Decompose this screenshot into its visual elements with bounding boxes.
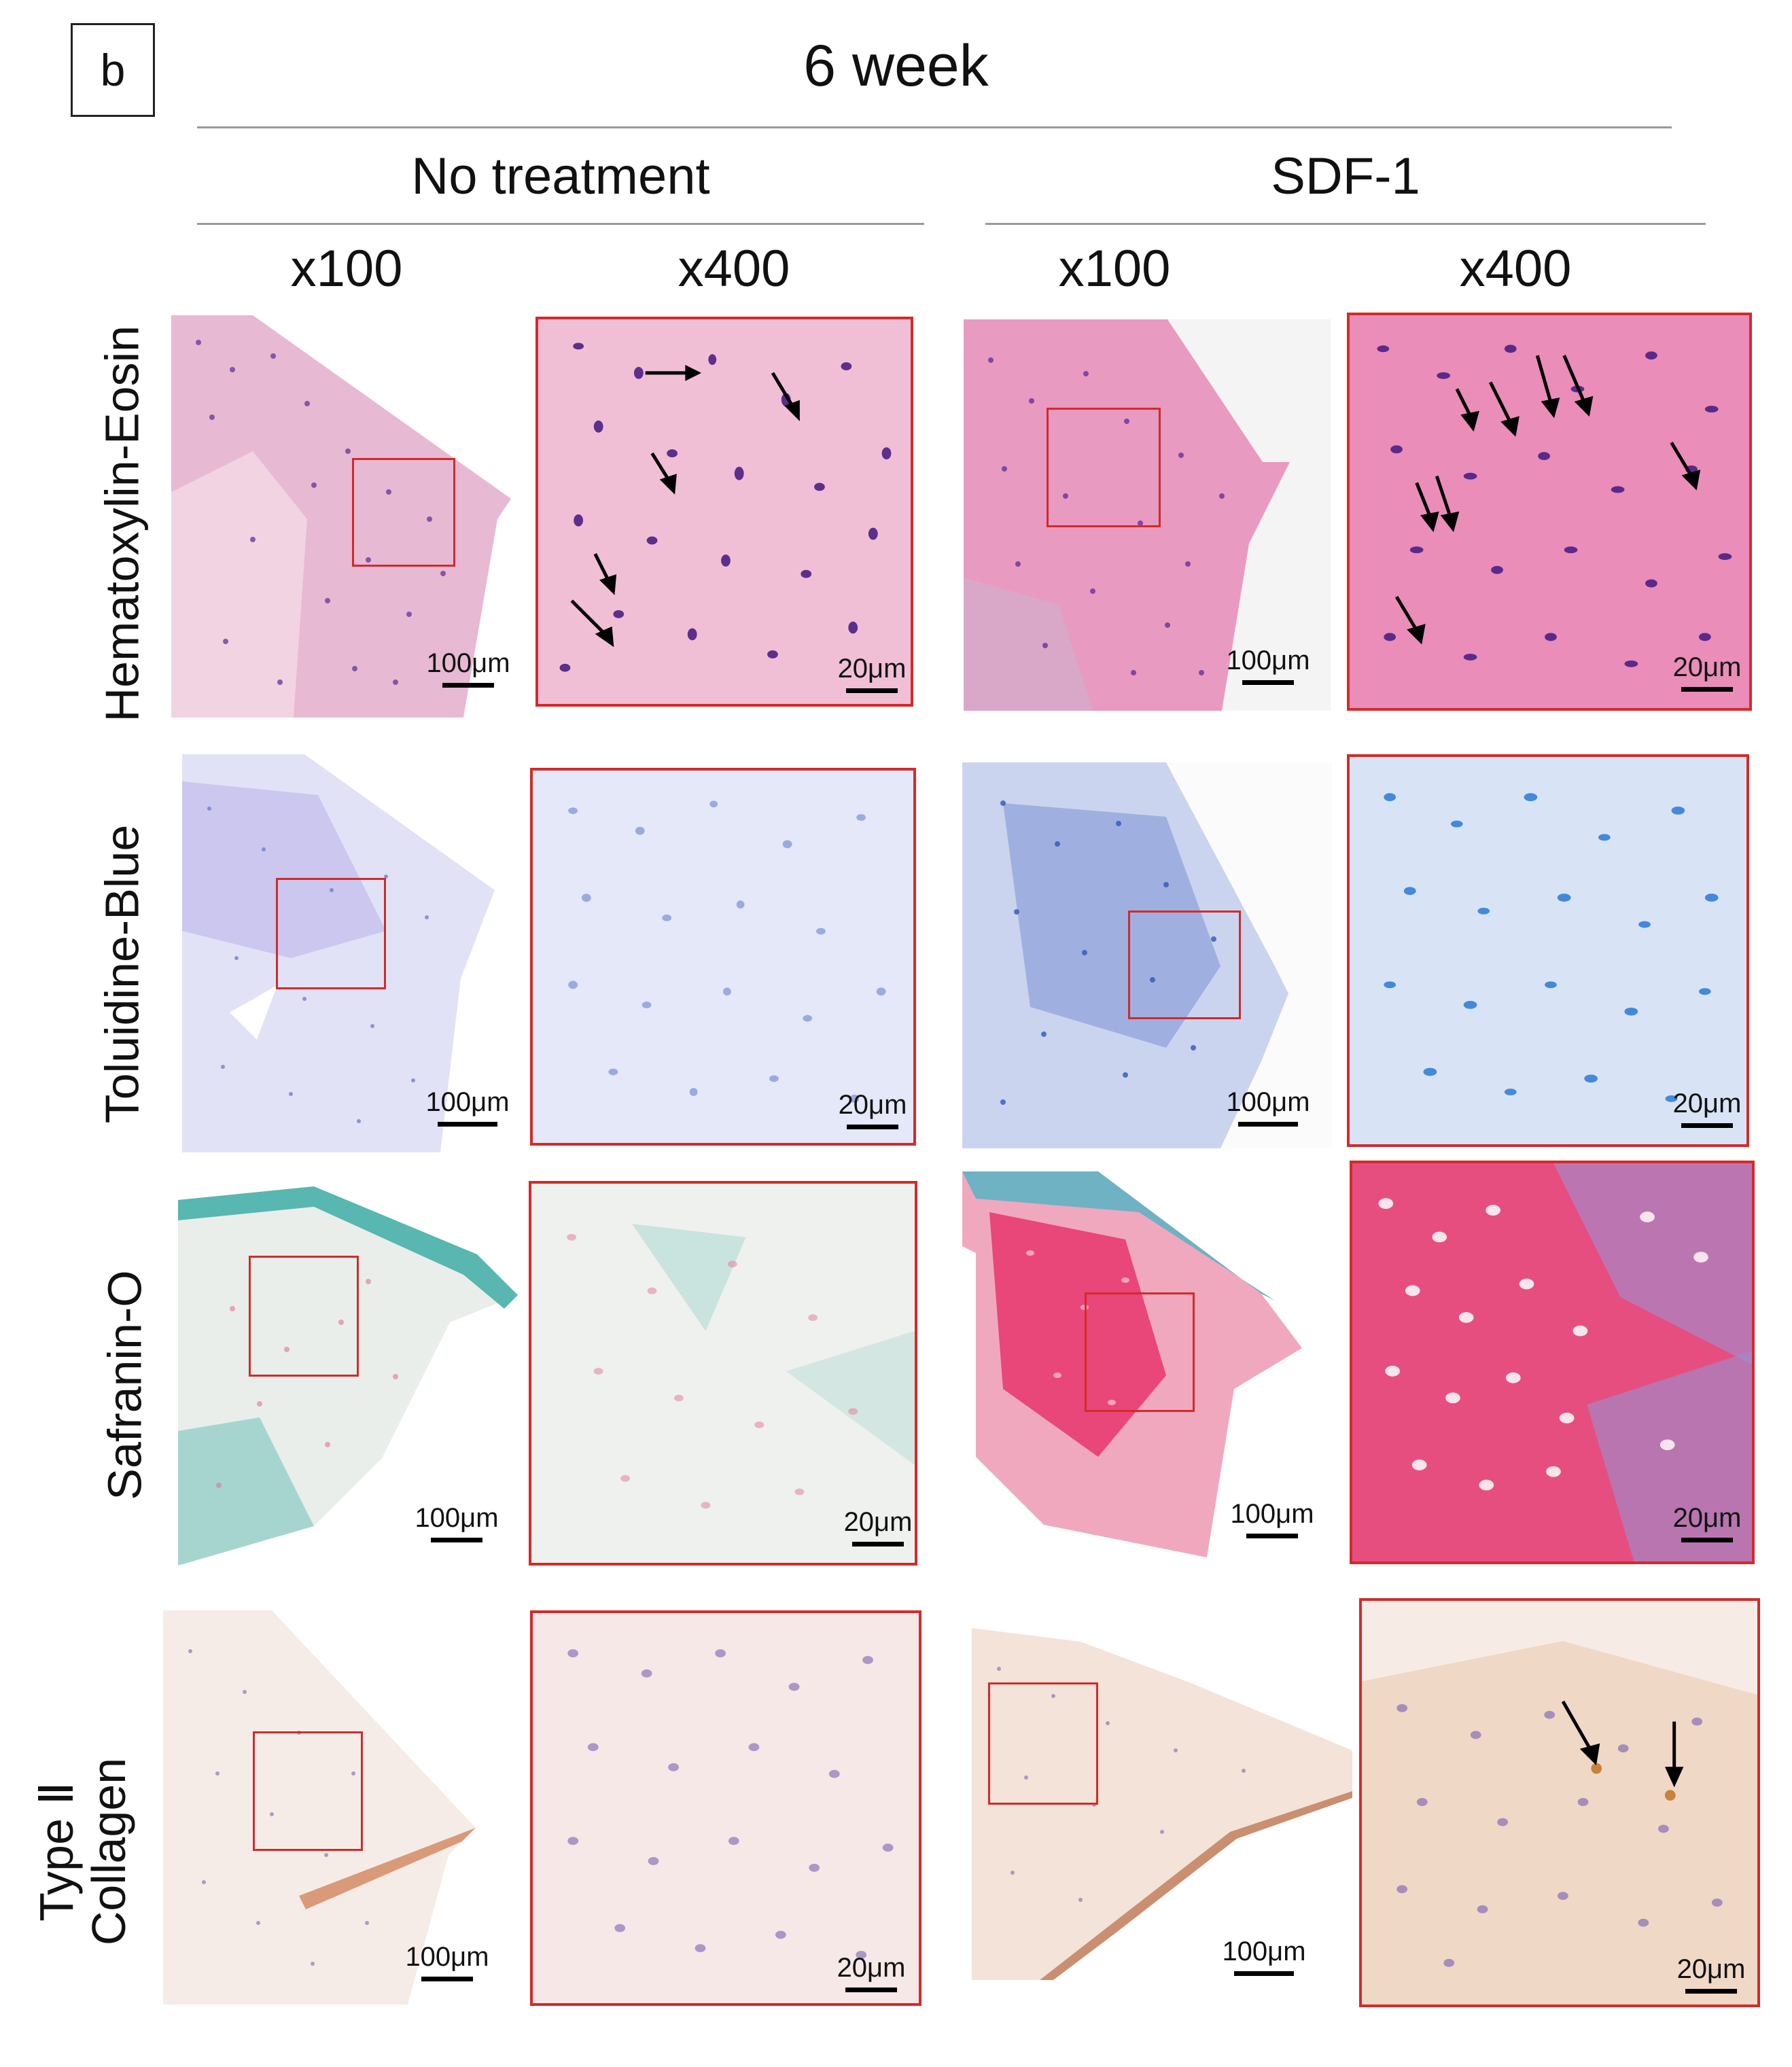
roi-box [253, 1731, 363, 1851]
scale-bar: 20μm [1664, 1954, 1757, 1994]
group-divider-no-treatment [197, 223, 924, 225]
group-divider-sdf1 [985, 223, 1706, 225]
scale-bar-label: 20μm [837, 1953, 906, 1983]
micrograph-tb-sdf-x100: 100μm [962, 762, 1332, 1148]
scale-bar-label: 100μm [425, 1087, 510, 1117]
row-label-tb: Toluidine-Blue [95, 824, 149, 1124]
row-label-col2-line2: Collagen [82, 1757, 135, 1946]
group-label-sdf1: SDF-1 [1271, 147, 1420, 205]
scale-bar: 20μm [1659, 652, 1749, 692]
scale-bar-label: 100μm [1226, 1087, 1310, 1117]
scale-bar: 100μm [400, 1942, 495, 1981]
scale-bar: 100μm [1225, 1499, 1320, 1538]
mag-label-sdf-x400: x400 [1459, 240, 1572, 298]
scale-bar-label: 100μm [426, 648, 510, 678]
scale-bar-label: 20μm [1672, 1089, 1742, 1118]
scale-bar: 100μm [1220, 1087, 1316, 1127]
mag-label-sdf-x100: x100 [1058, 240, 1171, 298]
row-label-col2-line1: Type Ⅱ [30, 1782, 83, 1922]
scale-bar-label: 100μm [415, 1503, 499, 1533]
scale-bar: 20μm [830, 1507, 915, 1547]
scale-bar-label: 20μm [838, 1090, 907, 1120]
micrograph-tb-sdf-x400: 20μm [1347, 754, 1749, 1147]
scale-bar: 20μm [825, 1090, 913, 1129]
roi-box [1085, 1292, 1195, 1412]
scale-bar: 20μm [1659, 1503, 1752, 1542]
micrograph-so-nt-x400: 20μm [529, 1181, 917, 1566]
micrograph-so-nt-x100: 100μm [178, 1173, 523, 1566]
scale-bar-label: 20μm [843, 1507, 913, 1537]
roi-box [352, 458, 455, 567]
row-label-he: Hematoxylin-Eosin [95, 325, 149, 722]
scale-bar: 100μm [1216, 1937, 1312, 1976]
scale-bar-label: 100μm [1226, 646, 1310, 675]
micrograph-he-nt-x400: 20μm [535, 317, 913, 707]
mag-label-nt-x100: x100 [290, 240, 403, 298]
scale-bar-label: 100μm [1230, 1499, 1314, 1529]
micrograph-col-sdf-x400: 20μm [1359, 1598, 1760, 2007]
micrograph-he-sdf-x400: 20μm [1347, 313, 1752, 711]
scale-bar: 100μm [420, 1087, 515, 1127]
micrograph-col-nt-x100: 100μm [163, 1610, 497, 2004]
scale-bar-label: 20μm [1676, 1954, 1746, 1984]
timepoint-title: 6 week [803, 33, 989, 99]
micrograph-tb-nt-x100: 100μm [182, 754, 515, 1152]
roi-box [1128, 911, 1241, 1019]
micrograph-he-nt-x100: 100μm [171, 315, 511, 718]
scale-bar: 100μm [409, 1503, 504, 1542]
scale-bar-label: 20μm [837, 654, 907, 684]
micrograph-col-nt-x400: 20μm [530, 1610, 921, 2006]
title-divider [197, 126, 1672, 128]
scale-bar-label: 20μm [1672, 1503, 1742, 1533]
scale-bar: 100μm [424, 648, 511, 688]
scale-bar: 20μm [824, 1953, 919, 1992]
scale-bar-label: 100μm [405, 1942, 489, 1972]
roi-box [249, 1256, 359, 1377]
roi-box [276, 878, 386, 989]
scale-bar: 100μm [1220, 646, 1316, 685]
micrograph-so-sdf-x100: 100μm [962, 1171, 1320, 1557]
micrograph-col-sdf-x100: 100μm [972, 1587, 1359, 1980]
micrograph-he-sdf-x100: 100μm [964, 319, 1331, 711]
micrograph-so-sdf-x400: 20μm [1350, 1161, 1755, 1564]
panel-label: b [71, 23, 155, 117]
row-label-col2: Type Ⅱ Collagen [30, 1709, 146, 1994]
scale-bar-label: 100μm [1222, 1937, 1306, 1966]
group-label-no-treatment: No treatment [411, 147, 710, 205]
scale-bar: 20μm [828, 654, 911, 693]
row-label-so: Safranin-O [98, 1270, 152, 1500]
scale-bar: 20μm [1659, 1089, 1746, 1128]
roi-box [988, 1682, 1098, 1805]
roi-box [1047, 408, 1161, 527]
scale-bar-label: 20μm [1672, 652, 1742, 682]
mag-label-nt-x400: x400 [678, 240, 790, 298]
micrograph-tb-nt-x400: 20μm [530, 768, 916, 1146]
